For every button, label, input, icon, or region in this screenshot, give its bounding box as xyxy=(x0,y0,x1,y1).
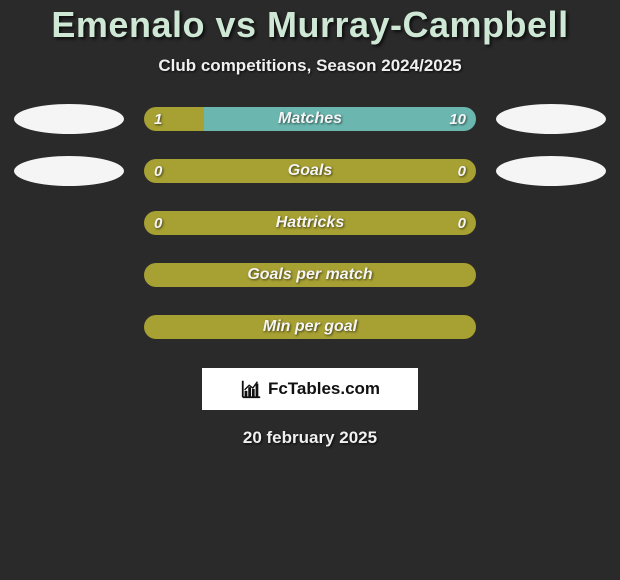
player-right-oval xyxy=(496,156,606,186)
stat-row: Goals00 xyxy=(0,156,620,186)
stat-bar: Goals00 xyxy=(144,159,476,183)
bar-segment-left xyxy=(144,315,476,339)
stat-bar: Hattricks00 xyxy=(144,211,476,235)
stat-row: Matches110 xyxy=(0,104,620,134)
bar-segment-left xyxy=(144,211,476,235)
date-label: 20 february 2025 xyxy=(0,428,620,448)
comparison-infographic: Emenalo vs Murray-Campbell Club competit… xyxy=(0,0,620,580)
brand-text: FcTables.com xyxy=(268,379,380,399)
bar-segment-left xyxy=(144,107,204,131)
stat-row: Goals per match xyxy=(0,260,620,290)
brand-box: FcTables.com xyxy=(202,368,418,410)
stat-row: Min per goal xyxy=(0,312,620,342)
stat-bar: Matches110 xyxy=(144,107,476,131)
chart-icon xyxy=(240,378,262,400)
bar-segment-left xyxy=(144,263,476,287)
player-left-oval xyxy=(14,104,124,134)
stat-row: Hattricks00 xyxy=(0,208,620,238)
stat-rows: Matches110 Goals00 Hattricks00 Goals per ma… xyxy=(0,104,620,342)
bar-segment-right xyxy=(204,107,476,131)
page-subtitle: Club competitions, Season 2024/2025 xyxy=(0,56,620,76)
player-left-oval xyxy=(14,156,124,186)
page-title: Emenalo vs Murray-Campbell xyxy=(0,4,620,46)
stat-bar: Min per goal xyxy=(144,315,476,339)
stat-bar: Goals per match xyxy=(144,263,476,287)
player-right-oval xyxy=(496,104,606,134)
bar-segment-left xyxy=(144,159,476,183)
